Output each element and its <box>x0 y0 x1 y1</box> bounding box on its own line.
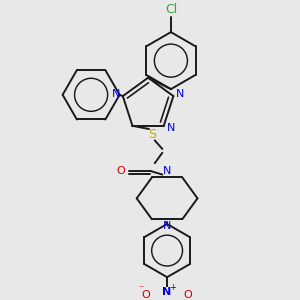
Text: O: O <box>142 290 151 300</box>
Text: N: N <box>176 89 184 99</box>
Text: Cl: Cl <box>165 3 177 16</box>
Text: S: S <box>148 128 156 141</box>
Text: N: N <box>163 221 171 231</box>
Text: O: O <box>116 166 125 176</box>
Text: ⁻: ⁻ <box>138 284 143 295</box>
Text: +: + <box>169 283 176 292</box>
Text: N: N <box>167 123 176 133</box>
Text: N: N <box>163 287 172 297</box>
Text: N: N <box>163 166 171 176</box>
Text: N: N <box>112 89 120 99</box>
Text: O: O <box>184 290 192 300</box>
